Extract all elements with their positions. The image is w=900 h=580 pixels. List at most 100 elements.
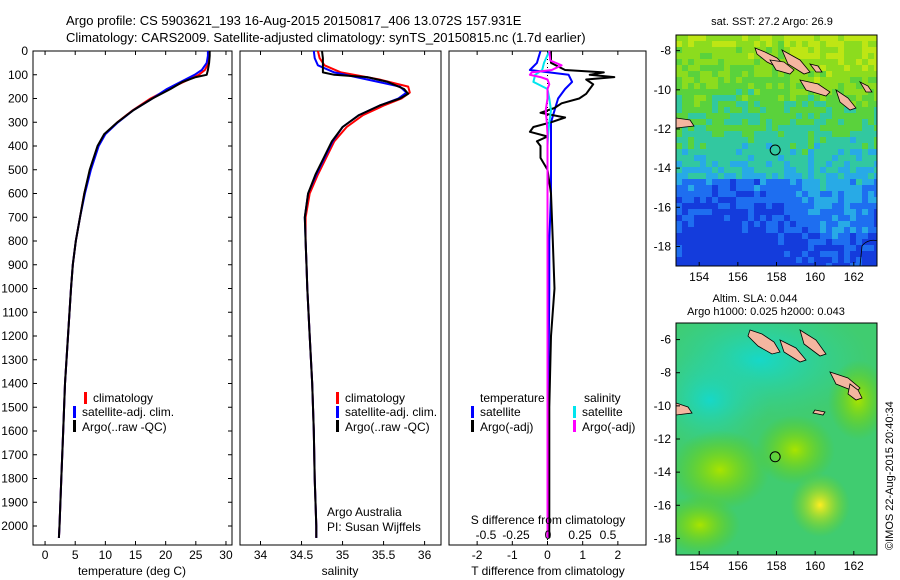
sst-cell	[700, 179, 706, 185]
sst-cell	[760, 197, 766, 203]
sst-cell	[778, 143, 784, 149]
depth-tick-label: 800	[8, 234, 28, 248]
sst-cell	[814, 41, 820, 47]
sst-cell	[766, 227, 772, 233]
sst-cell	[796, 131, 802, 137]
sst-cell	[724, 131, 730, 137]
annotation-argo-australia: Argo Australia	[327, 505, 402, 519]
sst-cell	[706, 263, 712, 266]
sst-cell	[748, 41, 754, 47]
sst-cell	[748, 167, 754, 173]
sst-cell	[706, 83, 712, 89]
sst-cell	[676, 155, 682, 161]
sst-cell	[754, 59, 760, 65]
sst-cell	[844, 197, 850, 203]
sst-cell	[832, 173, 838, 179]
sst-cell	[754, 53, 760, 59]
sst-cell	[814, 113, 820, 119]
sst-cell	[730, 89, 736, 95]
sst-cell	[700, 203, 706, 209]
sst-cell	[808, 251, 814, 257]
sst-cell	[748, 239, 754, 245]
map-x-tick-label: 156	[728, 559, 748, 573]
sst-cell	[868, 83, 874, 89]
sst-cell	[760, 143, 766, 149]
sst-cell	[694, 77, 700, 83]
sst-cell	[814, 77, 820, 83]
sst-cell	[706, 203, 712, 209]
sst-cell	[832, 59, 838, 65]
x-tick-label: 20	[159, 548, 173, 562]
sst-cell	[862, 137, 868, 143]
sst-cell	[742, 221, 748, 227]
sst-cell	[832, 227, 838, 233]
sst-cell	[712, 65, 718, 71]
sst-cell	[766, 131, 772, 137]
sst-cell	[844, 41, 850, 47]
sst-cell	[784, 119, 790, 125]
sst-cell	[724, 77, 730, 83]
sst-cell	[790, 41, 796, 47]
sst-cell	[832, 47, 838, 53]
sst-cell	[676, 101, 682, 107]
sst-cell	[808, 125, 814, 131]
sst-cell	[730, 185, 736, 191]
sst-cell	[808, 155, 814, 161]
sst-cell	[820, 35, 826, 41]
sst-cell	[862, 71, 868, 77]
sst-cell	[736, 95, 742, 101]
sst-cell	[856, 257, 862, 263]
sst-cell	[862, 59, 868, 65]
legend-swatch-argo	[336, 420, 339, 432]
sst-cell	[862, 113, 868, 119]
sst-cell	[784, 77, 790, 83]
sst-cell	[682, 83, 688, 89]
sst-cell	[718, 71, 724, 77]
sst-cell	[736, 125, 742, 131]
sst-cell	[850, 167, 856, 173]
depth-tick-label: 2000	[1, 519, 28, 533]
sst-cell	[772, 137, 778, 143]
sst-cell	[784, 263, 790, 266]
sst-cell	[766, 251, 772, 257]
sst-cell	[838, 41, 844, 47]
sst-cell	[862, 263, 868, 266]
sst-cell	[778, 227, 784, 233]
sst-cell	[772, 149, 778, 155]
sst-cell	[844, 245, 850, 251]
sst-cell	[844, 71, 850, 77]
sst-cell	[748, 131, 754, 137]
sst-cell	[682, 263, 688, 266]
sst-cell	[748, 137, 754, 143]
sst-cell	[748, 71, 754, 77]
legend-swatch-temp-satellite	[471, 406, 474, 418]
sst-cell	[712, 215, 718, 221]
map-x-tick-label: 162	[844, 270, 864, 284]
sst-cell	[862, 191, 868, 197]
sst-cell	[754, 263, 760, 266]
sst-cell	[778, 257, 784, 263]
sst-cell	[718, 65, 724, 71]
sst-cell	[754, 167, 760, 173]
sst-cell	[706, 71, 712, 77]
x-tick-label: 35	[336, 548, 350, 562]
sst-cell	[682, 65, 688, 71]
sst-cell	[844, 59, 850, 65]
sst-cell	[712, 203, 718, 209]
sst-cell	[826, 191, 832, 197]
sst-cell	[742, 119, 748, 125]
sst-cell	[700, 155, 706, 161]
sst-cell	[802, 245, 808, 251]
depth-tick-label: 1400	[1, 377, 28, 391]
argo-position-marker	[769, 451, 781, 463]
series-line-salinity-argo-adj-	[528, 50, 563, 538]
sst-cell	[838, 167, 844, 173]
sst-cell	[772, 215, 778, 221]
sst-cell	[730, 263, 736, 266]
sst-cell	[844, 65, 850, 71]
sst-cell	[736, 221, 742, 227]
sst-cell	[814, 137, 820, 143]
sst-cell	[820, 107, 826, 113]
sst-cell	[868, 263, 874, 266]
sst-cell	[856, 245, 862, 251]
